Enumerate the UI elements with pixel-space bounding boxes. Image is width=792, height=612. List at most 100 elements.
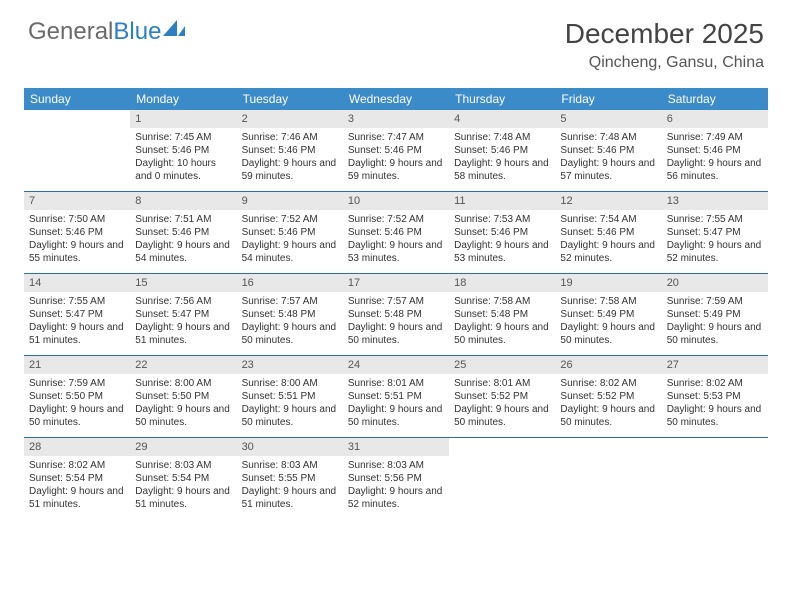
sunrise-text: Sunrise: 7:48 AM [454,131,550,144]
calendar-cell: 22Sunrise: 8:00 AMSunset: 5:50 PMDayligh… [130,356,236,438]
calendar-cell: 29Sunrise: 8:03 AMSunset: 5:54 PMDayligh… [130,438,236,520]
sunset-text: Sunset: 5:47 PM [29,308,125,321]
daylight-text: Daylight: 9 hours and 51 minutes. [135,485,231,511]
daylight-text: Daylight: 9 hours and 50 minutes. [135,403,231,429]
calendar-row: 1Sunrise: 7:45 AMSunset: 5:46 PMDaylight… [24,110,768,192]
weekday-header: Sunday [24,88,130,110]
day-content: Sunrise: 7:48 AMSunset: 5:46 PMDaylight:… [555,128,661,191]
sunset-text: Sunset: 5:48 PM [348,308,444,321]
sunset-text: Sunset: 5:49 PM [667,308,763,321]
daylight-text: Daylight: 9 hours and 54 minutes. [242,239,338,265]
daylight-text: Daylight: 9 hours and 50 minutes. [560,321,656,347]
day-content: Sunrise: 7:55 AMSunset: 5:47 PMDaylight:… [662,210,768,273]
day-content: Sunrise: 7:47 AMSunset: 5:46 PMDaylight:… [343,128,449,191]
calendar-row: 14Sunrise: 7:55 AMSunset: 5:47 PMDayligh… [24,274,768,356]
day-number: 28 [24,438,130,456]
daylight-text: Daylight: 9 hours and 50 minutes. [667,403,763,429]
day-number: 6 [662,110,768,128]
calendar-cell: 4Sunrise: 7:48 AMSunset: 5:46 PMDaylight… [449,110,555,192]
title-block: December 2025 Qincheng, Gansu, China [565,18,764,72]
day-number: 22 [130,356,236,374]
sunset-text: Sunset: 5:47 PM [135,308,231,321]
daylight-text: Daylight: 9 hours and 50 minutes. [454,321,550,347]
day-content: Sunrise: 7:55 AMSunset: 5:47 PMDaylight:… [24,292,130,355]
daylight-text: Daylight: 9 hours and 53 minutes. [348,239,444,265]
daylight-text: Daylight: 9 hours and 59 minutes. [348,157,444,183]
sunset-text: Sunset: 5:52 PM [560,390,656,403]
day-content: Sunrise: 8:02 AMSunset: 5:53 PMDaylight:… [662,374,768,437]
day-number: 17 [343,274,449,292]
sunrise-text: Sunrise: 8:00 AM [242,377,338,390]
calendar-cell: 2Sunrise: 7:46 AMSunset: 5:46 PMDaylight… [237,110,343,192]
daylight-text: Daylight: 9 hours and 54 minutes. [135,239,231,265]
daylight-text: Daylight: 9 hours and 55 minutes. [29,239,125,265]
day-content: Sunrise: 7:56 AMSunset: 5:47 PMDaylight:… [130,292,236,355]
calendar-cell: 17Sunrise: 7:57 AMSunset: 5:48 PMDayligh… [343,274,449,356]
day-content: Sunrise: 8:03 AMSunset: 5:55 PMDaylight:… [237,456,343,519]
day-number: 1 [130,110,236,128]
day-number: 30 [237,438,343,456]
day-number: 31 [343,438,449,456]
sunrise-text: Sunrise: 7:55 AM [667,213,763,226]
calendar-cell [662,438,768,520]
sunset-text: Sunset: 5:46 PM [29,226,125,239]
day-number: 7 [24,192,130,210]
sunset-text: Sunset: 5:54 PM [135,472,231,485]
sunset-text: Sunset: 5:48 PM [454,308,550,321]
calendar-cell [24,110,130,192]
sunset-text: Sunset: 5:46 PM [667,144,763,157]
sunrise-text: Sunrise: 7:57 AM [348,295,444,308]
sunset-text: Sunset: 5:46 PM [348,144,444,157]
sunset-text: Sunset: 5:51 PM [242,390,338,403]
daylight-text: Daylight: 9 hours and 50 minutes. [242,321,338,347]
sunrise-text: Sunrise: 7:56 AM [135,295,231,308]
sunset-text: Sunset: 5:48 PM [242,308,338,321]
day-content: Sunrise: 7:50 AMSunset: 5:46 PMDaylight:… [24,210,130,273]
daylight-text: Daylight: 9 hours and 59 minutes. [242,157,338,183]
sunrise-text: Sunrise: 8:03 AM [135,459,231,472]
daylight-text: Daylight: 9 hours and 50 minutes. [348,403,444,429]
weekday-header: Tuesday [237,88,343,110]
day-content: Sunrise: 7:45 AMSunset: 5:46 PMDaylight:… [130,128,236,191]
weekday-header: Wednesday [343,88,449,110]
calendar-cell: 15Sunrise: 7:56 AMSunset: 5:47 PMDayligh… [130,274,236,356]
day-number: 2 [237,110,343,128]
calendar-cell: 25Sunrise: 8:01 AMSunset: 5:52 PMDayligh… [449,356,555,438]
sunrise-text: Sunrise: 8:02 AM [29,459,125,472]
daylight-text: Daylight: 9 hours and 50 minutes. [242,403,338,429]
sunset-text: Sunset: 5:46 PM [242,144,338,157]
sunset-text: Sunset: 5:46 PM [560,144,656,157]
day-number: 5 [555,110,661,128]
sunset-text: Sunset: 5:46 PM [135,226,231,239]
day-content: Sunrise: 7:52 AMSunset: 5:46 PMDaylight:… [237,210,343,273]
sunrise-text: Sunrise: 7:48 AM [560,131,656,144]
sunrise-text: Sunrise: 7:45 AM [135,131,231,144]
calendar-cell: 27Sunrise: 8:02 AMSunset: 5:53 PMDayligh… [662,356,768,438]
calendar-cell: 23Sunrise: 8:00 AMSunset: 5:51 PMDayligh… [237,356,343,438]
day-content: Sunrise: 7:51 AMSunset: 5:46 PMDaylight:… [130,210,236,273]
calendar-row: 28Sunrise: 8:02 AMSunset: 5:54 PMDayligh… [24,438,768,520]
sunrise-text: Sunrise: 7:51 AM [135,213,231,226]
day-number: 26 [555,356,661,374]
sunset-text: Sunset: 5:46 PM [454,144,550,157]
day-content: Sunrise: 7:57 AMSunset: 5:48 PMDaylight:… [343,292,449,355]
day-number: 19 [555,274,661,292]
location-label: Qincheng, Gansu, China [565,54,764,72]
daylight-text: Daylight: 10 hours and 0 minutes. [135,157,231,183]
calendar-cell: 7Sunrise: 7:50 AMSunset: 5:46 PMDaylight… [24,192,130,274]
sunset-text: Sunset: 5:46 PM [135,144,231,157]
calendar-cell: 24Sunrise: 8:01 AMSunset: 5:51 PMDayligh… [343,356,449,438]
daylight-text: Daylight: 9 hours and 51 minutes. [135,321,231,347]
daylight-text: Daylight: 9 hours and 58 minutes. [454,157,550,183]
day-content: Sunrise: 8:00 AMSunset: 5:50 PMDaylight:… [130,374,236,437]
day-content: Sunrise: 8:03 AMSunset: 5:54 PMDaylight:… [130,456,236,519]
day-content: Sunrise: 7:54 AMSunset: 5:46 PMDaylight:… [555,210,661,273]
sunrise-text: Sunrise: 7:59 AM [29,377,125,390]
sunrise-text: Sunrise: 7:50 AM [29,213,125,226]
day-number: 10 [343,192,449,210]
weekday-header: Friday [555,88,661,110]
day-number: 21 [24,356,130,374]
day-number: 29 [130,438,236,456]
day-content: Sunrise: 8:02 AMSunset: 5:54 PMDaylight:… [24,456,130,519]
weekday-header: Monday [130,88,236,110]
